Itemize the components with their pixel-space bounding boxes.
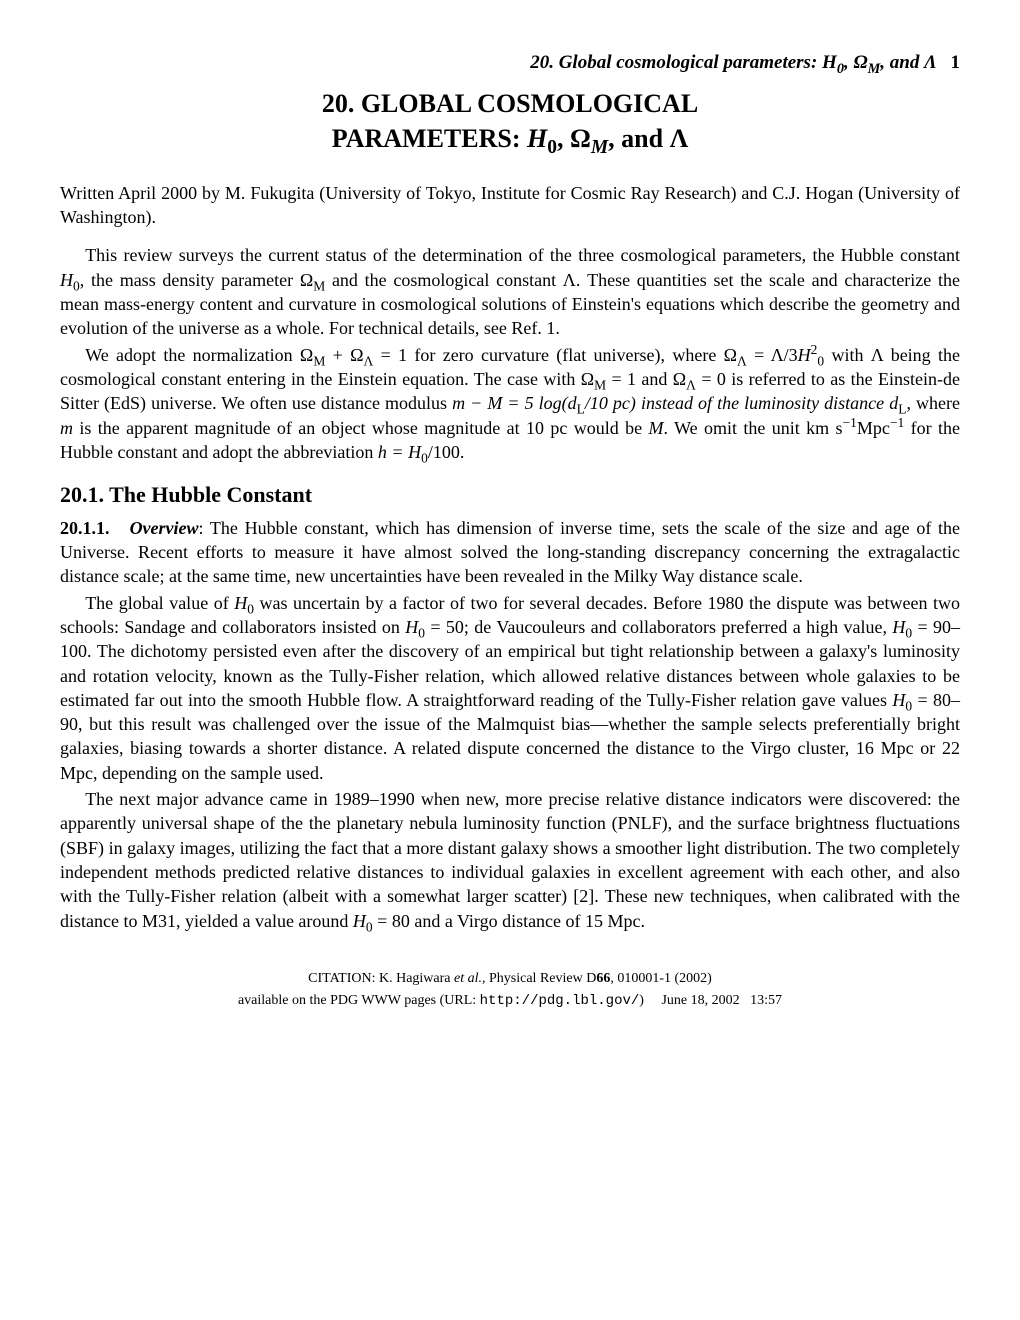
p2-c: = 1 for zero curvature (flat universe), …: [373, 345, 737, 365]
p2-tail: /100.: [428, 442, 465, 462]
p2-b: + Ω: [325, 345, 363, 365]
p2-dl: d: [889, 393, 898, 413]
avail-b: ): [639, 993, 644, 1008]
citation-etal: et al.: [454, 971, 482, 986]
p2-m: m: [60, 418, 73, 438]
p2-h: H: [798, 345, 811, 365]
citation-line: CITATION: K. Hagiwara et al., Physical R…: [60, 968, 960, 990]
p3-hs2: 0: [418, 626, 425, 641]
header-text: 20. Global cosmological parameters: H: [530, 52, 837, 73]
footer: CITATION: K. Hagiwara et al., Physical R…: [60, 968, 960, 1013]
title-h0: H: [527, 124, 547, 153]
avail-a: available on the PDG WWW pages (URL:: [238, 993, 480, 1008]
p2-hhsub: 0: [421, 450, 428, 465]
p4-h: H: [353, 911, 366, 931]
p3-c: = 50; de Vaucouleurs and collaborators p…: [425, 617, 892, 637]
p2-h2: /10 pc) instead of the luminosity distan…: [585, 393, 889, 413]
p2-j: is the apparent magnitude of an object w…: [73, 418, 649, 438]
title-omega: , Ω: [557, 124, 591, 153]
p2-ms2: M: [594, 378, 606, 393]
citation-b: , Physical Review D: [482, 971, 596, 986]
subsection-20-1-1: 20.1.1. Overview: The Hubble constant, w…: [60, 516, 960, 589]
p4-b: = 80 and a Virgo distance of 15 Mpc.: [373, 911, 645, 931]
title-omega-sub: M: [591, 137, 608, 158]
p3-h3: H: [892, 617, 905, 637]
p2-a: We adopt the normalization Ω: [85, 345, 313, 365]
p2-ls2: Λ: [737, 353, 747, 368]
p1-ms: M: [313, 278, 325, 293]
p4-hs: 0: [366, 919, 373, 934]
header-omega: , Ω: [844, 52, 868, 73]
footer-url: http://pdg.lbl.gov/: [480, 993, 640, 1009]
paragraph-global-value: The global value of H0 was uncertain by …: [60, 591, 960, 785]
paragraph-intro: This review surveys the current status o…: [60, 243, 960, 340]
p3-h: H: [234, 593, 247, 613]
p4-a: The next major advance came in 1989–1990…: [60, 789, 960, 930]
p1-b: , the mass density parameter Ω: [80, 270, 313, 290]
header-sub-0: 0: [837, 61, 844, 77]
subsec-title: Overview: [130, 518, 199, 538]
p3-h2: H: [405, 617, 418, 637]
title-h0-sub: 0: [547, 137, 557, 158]
p2-dlsub: L: [577, 402, 585, 417]
running-header: 20. Global cosmological parameters: H0, …: [60, 50, 960, 76]
citation-a: CITATION: K. Hagiwara: [308, 971, 454, 986]
page-number: 1: [951, 52, 961, 73]
title-line1: 20. GLOBAL COSMOLOGICAL: [322, 89, 698, 118]
header-tail: , and Λ: [880, 52, 935, 73]
p2-ls: Λ: [364, 353, 374, 368]
page-title: 20. GLOBAL COSMOLOGICAL PARAMETERS: H0, …: [60, 86, 960, 156]
citation-vol: 66: [596, 971, 610, 986]
p2-ms: M: [313, 353, 325, 368]
p2-sup2: −1: [890, 415, 904, 430]
p1-a: This review surveys the current status o…: [85, 245, 960, 265]
p2-f: = 1 and Ω: [606, 369, 686, 389]
p2-sup1: −1: [843, 415, 857, 430]
p2-ls3: Λ: [686, 378, 696, 393]
paragraph-normalization: We adopt the normalization ΩM + ΩΛ = 1 f…: [60, 343, 960, 464]
section-20-1-heading: 20.1. The Hubble Constant: [60, 480, 960, 510]
p3-a: The global value of: [85, 593, 234, 613]
availability-line: available on the PDG WWW pages (URL: htt…: [60, 990, 960, 1012]
p3-hs: 0: [247, 601, 254, 616]
p2-mm: m − M = 5 log(d: [452, 393, 577, 413]
p2-M: M: [649, 418, 664, 438]
authors: Written April 2000 by M. Fukugita (Unive…: [60, 181, 960, 230]
title-line2a: PARAMETERS:: [332, 124, 527, 153]
p2-mpc: Mpc: [857, 418, 890, 438]
p2-hh: h = H: [378, 442, 421, 462]
header-sub-m: M: [868, 61, 881, 77]
p2-i: , where: [906, 393, 960, 413]
p2-k: . We omit the unit km s: [664, 418, 843, 438]
p3-h4: H: [892, 690, 905, 710]
citation-c: , 010001-1 (2002): [610, 971, 712, 986]
title-tail: , and Λ: [608, 124, 688, 153]
footer-date: June 18, 2002: [661, 993, 739, 1008]
subsec-colon: :: [199, 518, 210, 538]
p1-h0s: 0: [73, 278, 80, 293]
p1-h0: H: [60, 270, 73, 290]
footer-time: 13:57: [750, 993, 782, 1008]
subsec-label: 20.1.1.: [60, 518, 110, 538]
p2-d: = Λ/3: [747, 345, 798, 365]
paragraph-next-advance: The next major advance came in 1989–1990…: [60, 787, 960, 933]
